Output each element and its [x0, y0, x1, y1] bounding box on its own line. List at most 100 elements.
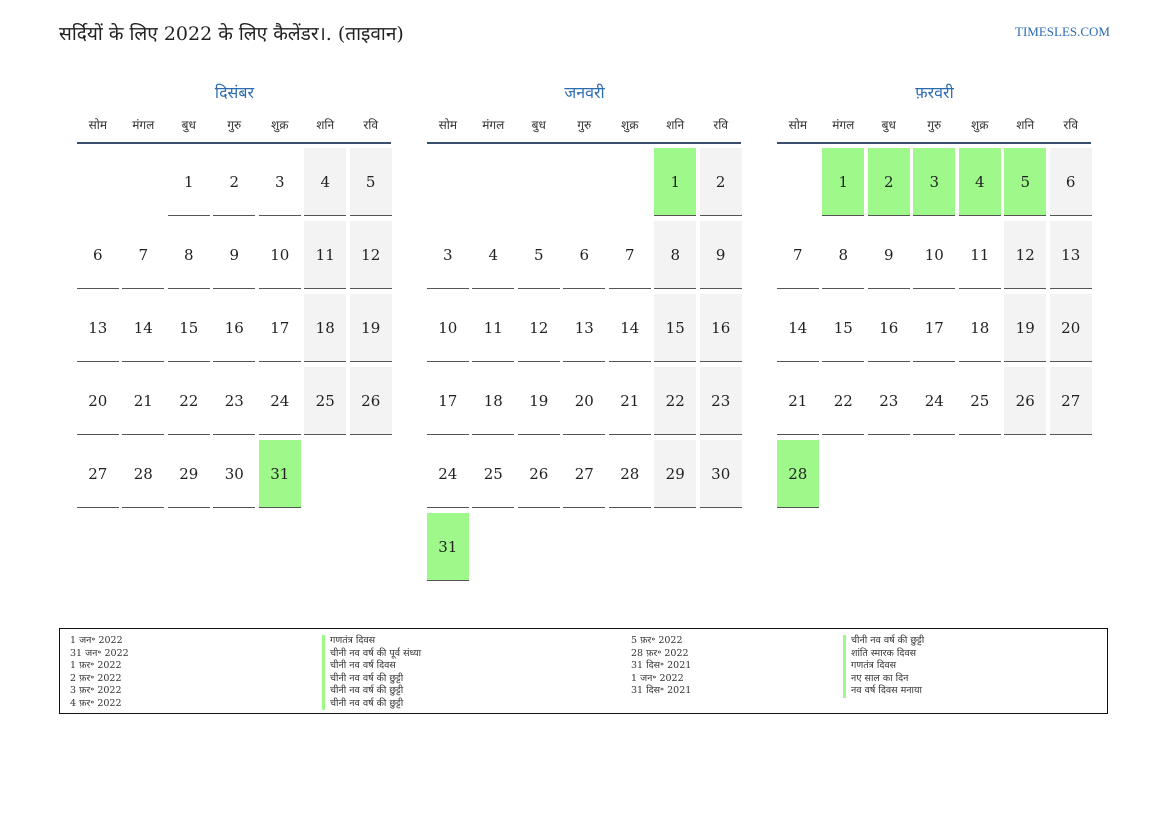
day-cell[interactable]: 25 [304, 367, 347, 435]
day-cell[interactable]: 28 [122, 440, 165, 508]
day-cell[interactable]: 8 [654, 221, 697, 289]
day-grid: 1 2 3 4 5 6 7 8 9 10 11 12 13 14 15 16 17 18 19 20 21 22 23 24 2… [77, 148, 392, 508]
day-cell[interactable]: 8 [822, 221, 865, 289]
legend-date: 5 फ़र॰ 2022 [631, 635, 683, 646]
day-cell[interactable]: 1 [654, 148, 697, 216]
day-cell[interactable]: 4 [958, 148, 1001, 216]
day-cell[interactable]: 24 [913, 367, 956, 435]
day-cell[interactable]: 30 [699, 440, 742, 508]
day-cell[interactable]: 24 [427, 440, 469, 508]
day-cell[interactable]: 27 [563, 440, 606, 508]
day-cell[interactable]: 26 [517, 440, 560, 508]
day-cell[interactable]: 8 [167, 221, 210, 289]
day-cell[interactable]: 28 [777, 440, 819, 508]
day-cell[interactable]: 18 [304, 294, 347, 362]
day-cell[interactable]: 21 [608, 367, 651, 435]
empty-cell [427, 148, 469, 216]
day-cell[interactable]: 13 [77, 294, 119, 362]
legend-holiday-name: गणतंत्र दिवस [322, 635, 421, 648]
day-cell[interactable]: 13 [563, 294, 606, 362]
day-cell[interactable]: 25 [472, 440, 515, 508]
day-cell[interactable]: 6 [77, 221, 119, 289]
day-cell[interactable]: 18 [472, 367, 515, 435]
day-cell[interactable]: 6 [1049, 148, 1092, 216]
day-cell[interactable]: 22 [822, 367, 865, 435]
day-cell[interactable]: 11 [958, 221, 1001, 289]
day-cell[interactable]: 16 [213, 294, 256, 362]
day-cell[interactable]: 26 [349, 367, 392, 435]
day-cell[interactable]: 15 [167, 294, 210, 362]
day-cell[interactable]: 10 [258, 221, 301, 289]
day-cell[interactable]: 16 [867, 294, 910, 362]
day-cell[interactable]: 20 [77, 367, 119, 435]
day-cell[interactable]: 1 [167, 148, 210, 216]
day-cell[interactable]: 19 [349, 294, 392, 362]
day-cell[interactable]: 20 [563, 367, 606, 435]
day-cell[interactable]: 11 [304, 221, 347, 289]
day-cell[interactable]: 5 [517, 221, 560, 289]
day-cell[interactable]: 12 [517, 294, 560, 362]
day-cell[interactable]: 6 [563, 221, 606, 289]
weekday-label: सोम [438, 118, 457, 132]
day-cell[interactable]: 5 [1004, 148, 1047, 216]
day-cell[interactable]: 23 [867, 367, 910, 435]
weekday-label: बुध [181, 118, 196, 132]
day-cell[interactable]: 7 [122, 221, 165, 289]
legend-date: 28 फ़र॰ 2022 [631, 647, 689, 659]
day-cell[interactable]: 29 [167, 440, 210, 508]
day-cell[interactable]: 22 [654, 367, 697, 435]
day-cell[interactable]: 28 [608, 440, 651, 508]
day-cell[interactable]: 20 [1049, 294, 1092, 362]
day-cell[interactable]: 31 [427, 513, 469, 581]
day-cell[interactable]: 18 [958, 294, 1001, 362]
day-cell[interactable]: 14 [608, 294, 651, 362]
day-cell[interactable]: 31 [258, 440, 301, 508]
day-cell[interactable]: 11 [472, 294, 515, 362]
day-cell[interactable]: 13 [1049, 221, 1092, 289]
day-cell[interactable]: 19 [1004, 294, 1047, 362]
day-cell[interactable]: 3 [258, 148, 301, 216]
day-cell[interactable]: 27 [1049, 367, 1092, 435]
day-cell[interactable]: 26 [1004, 367, 1047, 435]
weekday-header: सोम मंगल बुध गुरु शुक्र शनि रवि [777, 108, 1091, 144]
day-cell[interactable]: 21 [777, 367, 819, 435]
site-link[interactable]: TIMESLES.COM [1015, 24, 1110, 39]
day-cell[interactable]: 3 [913, 148, 956, 216]
day-cell[interactable]: 23 [213, 367, 256, 435]
day-cell[interactable]: 4 [304, 148, 347, 216]
day-cell[interactable]: 27 [77, 440, 119, 508]
day-cell[interactable]: 9 [213, 221, 256, 289]
day-cell[interactable]: 2 [867, 148, 910, 216]
day-cell[interactable]: 14 [777, 294, 819, 362]
day-cell[interactable]: 12 [349, 221, 392, 289]
day-cell[interactable]: 7 [777, 221, 819, 289]
day-cell[interactable]: 4 [472, 221, 515, 289]
day-cell[interactable]: 1 [822, 148, 865, 216]
day-cell[interactable]: 9 [699, 221, 742, 289]
day-cell[interactable]: 2 [213, 148, 256, 216]
day-cell[interactable]: 2 [699, 148, 742, 216]
weekday-header: सोम मंगल बुध गुरु शुक्र शनि रवि [77, 108, 391, 144]
day-cell[interactable]: 12 [1004, 221, 1047, 289]
day-cell[interactable]: 21 [122, 367, 165, 435]
day-cell[interactable]: 22 [167, 367, 210, 435]
day-cell[interactable]: 24 [258, 367, 301, 435]
day-cell[interactable]: 16 [699, 294, 742, 362]
day-cell[interactable]: 15 [654, 294, 697, 362]
day-cell[interactable]: 10 [427, 294, 469, 362]
day-cell[interactable]: 29 [654, 440, 697, 508]
day-cell[interactable]: 10 [913, 221, 956, 289]
day-cell[interactable]: 30 [213, 440, 256, 508]
day-cell[interactable]: 25 [958, 367, 1001, 435]
day-cell[interactable]: 5 [349, 148, 392, 216]
day-cell[interactable]: 7 [608, 221, 651, 289]
day-cell[interactable]: 14 [122, 294, 165, 362]
day-cell[interactable]: 23 [699, 367, 742, 435]
day-cell[interactable]: 17 [258, 294, 301, 362]
day-cell[interactable]: 17 [913, 294, 956, 362]
day-cell[interactable]: 15 [822, 294, 865, 362]
day-cell[interactable]: 9 [867, 221, 910, 289]
day-cell[interactable]: 19 [517, 367, 560, 435]
day-cell[interactable]: 3 [427, 221, 469, 289]
day-cell[interactable]: 17 [427, 367, 469, 435]
